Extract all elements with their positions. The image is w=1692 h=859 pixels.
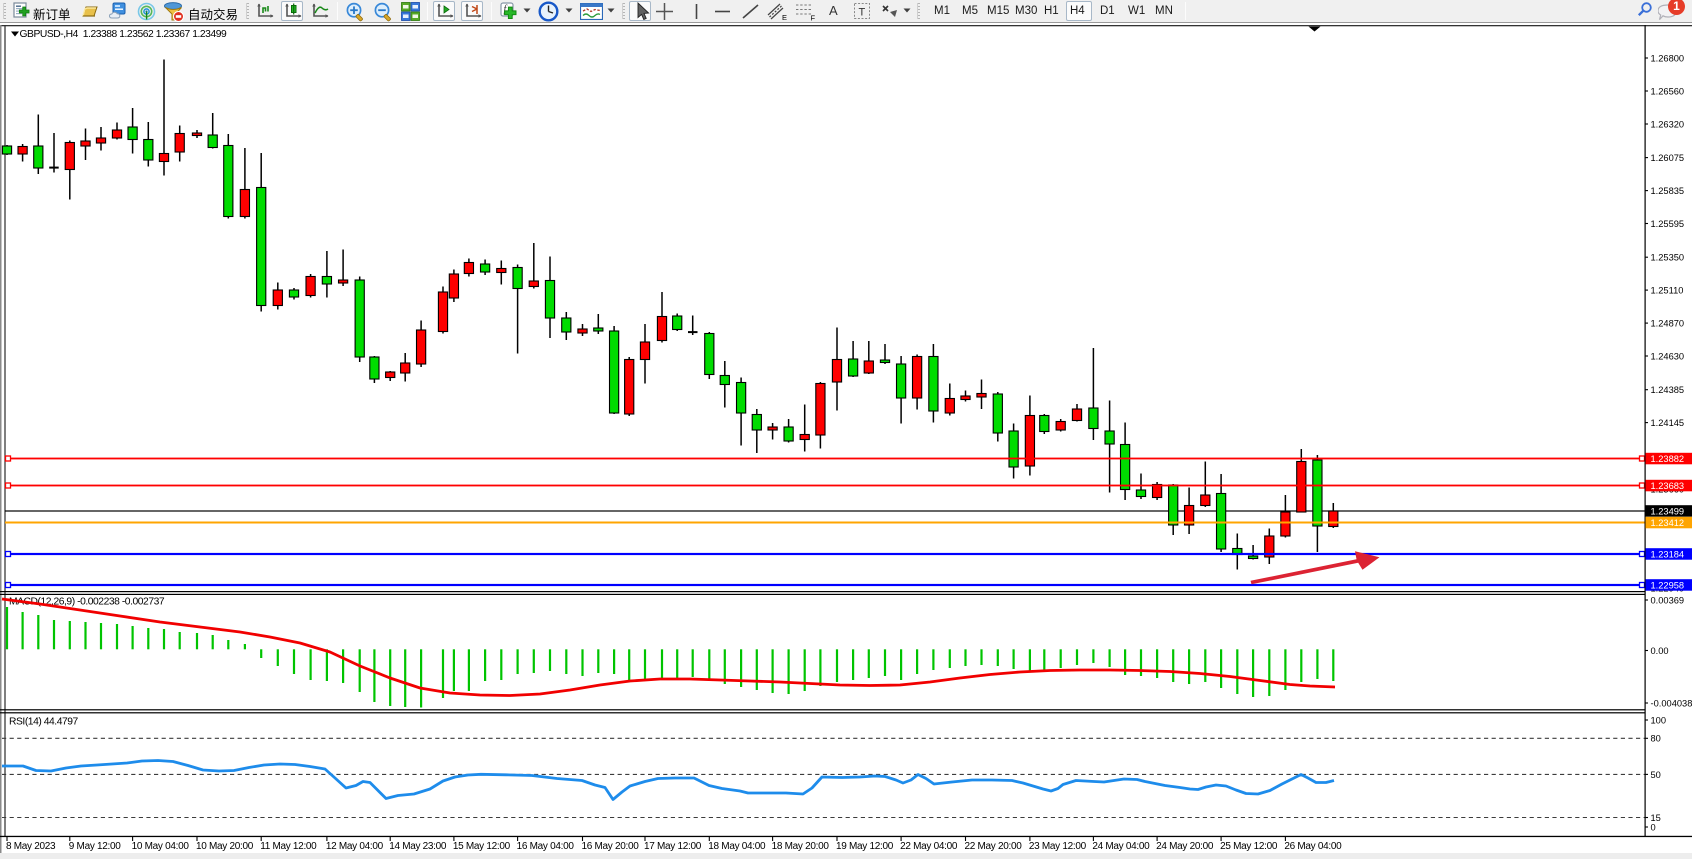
svg-text:24 May 20:00: 24 May 20:00 [1156, 841, 1214, 852]
svg-text:1.25350: 1.25350 [1651, 253, 1685, 263]
svg-text:16 May 04:00: 16 May 04:00 [517, 841, 575, 852]
svg-text:GBPUSD-,H4 1.23388 1.23562 1.: GBPUSD-,H4 1.23388 1.23562 1.23367 1.234… [20, 29, 227, 40]
svg-text:1.24870: 1.24870 [1651, 319, 1685, 329]
svg-text:0.00: 0.00 [1651, 646, 1669, 656]
svg-text:1.23499: 1.23499 [1651, 506, 1685, 516]
svg-text:22 May 20:00: 22 May 20:00 [965, 841, 1023, 852]
svg-text:17 May 12:00: 17 May 12:00 [644, 841, 702, 852]
svg-text:22 May 04:00: 22 May 04:00 [900, 841, 958, 852]
svg-text:26 May 04:00: 26 May 04:00 [1284, 841, 1342, 852]
svg-text:E: E [782, 13, 787, 22]
svg-text:11 May 12:00: 11 May 12:00 [260, 841, 317, 852]
svg-text:24 May 04:00: 24 May 04:00 [1092, 841, 1150, 852]
svg-text:80: 80 [1651, 734, 1661, 744]
svg-text:f: f [504, 4, 508, 15]
svg-text:1.25835: 1.25835 [1651, 186, 1685, 196]
svg-text:1.24630: 1.24630 [1651, 351, 1685, 361]
svg-text:MACD(12,26,9) -0.002238 -0.002: MACD(12,26,9) -0.002238 -0.002737 [9, 597, 165, 608]
svg-text:1.26320: 1.26320 [1651, 119, 1685, 129]
svg-text:25 May 12:00: 25 May 12:00 [1220, 841, 1278, 852]
svg-text:10 May 20:00: 10 May 20:00 [196, 841, 254, 852]
svg-text:15 May 12:00: 15 May 12:00 [453, 841, 511, 852]
svg-text:1.26560: 1.26560 [1651, 86, 1685, 96]
svg-text:1.23412: 1.23412 [1651, 518, 1685, 528]
svg-text:RSI(14) 44.4797: RSI(14) 44.4797 [9, 717, 79, 728]
svg-text:1.22958: 1.22958 [1651, 580, 1685, 590]
svg-text:1.24385: 1.24385 [1651, 385, 1685, 395]
svg-text:1.24145: 1.24145 [1651, 418, 1685, 428]
svg-text:1.25110: 1.25110 [1651, 286, 1684, 296]
svg-text:1.23882: 1.23882 [1651, 454, 1685, 464]
svg-text:1.23683: 1.23683 [1651, 481, 1685, 491]
svg-text:23 May 12:00: 23 May 12:00 [1029, 841, 1087, 852]
svg-text:9 May 12:00: 9 May 12:00 [69, 841, 121, 852]
svg-text:1.25595: 1.25595 [1651, 219, 1685, 229]
svg-text:19 May 12:00: 19 May 12:00 [836, 841, 894, 852]
svg-text:50: 50 [1651, 770, 1661, 780]
svg-text:16 May 20:00: 16 May 20:00 [582, 841, 640, 852]
svg-text:-0.004038: -0.004038 [1651, 698, 1692, 708]
svg-text:1.26075: 1.26075 [1651, 153, 1685, 163]
svg-text:T: T [859, 7, 866, 19]
svg-text:14 May 23:00: 14 May 23:00 [389, 841, 447, 852]
svg-text:15: 15 [1651, 813, 1661, 823]
svg-text:8 May 2023: 8 May 2023 [6, 841, 56, 852]
svg-text:0: 0 [1651, 822, 1656, 832]
svg-text:18 May 20:00: 18 May 20:00 [772, 841, 830, 852]
svg-text:1.23184: 1.23184 [1651, 549, 1685, 559]
svg-text:F: F [811, 14, 816, 23]
svg-text:10 May 04:00: 10 May 04:00 [132, 841, 190, 852]
svg-text:12 May 04:00: 12 May 04:00 [326, 841, 384, 852]
svg-text:18 May 04:00: 18 May 04:00 [708, 841, 766, 852]
svg-text:1.26800: 1.26800 [1651, 53, 1685, 63]
svg-text:0.00369: 0.00369 [1651, 595, 1685, 605]
svg-text:100: 100 [1651, 715, 1667, 725]
